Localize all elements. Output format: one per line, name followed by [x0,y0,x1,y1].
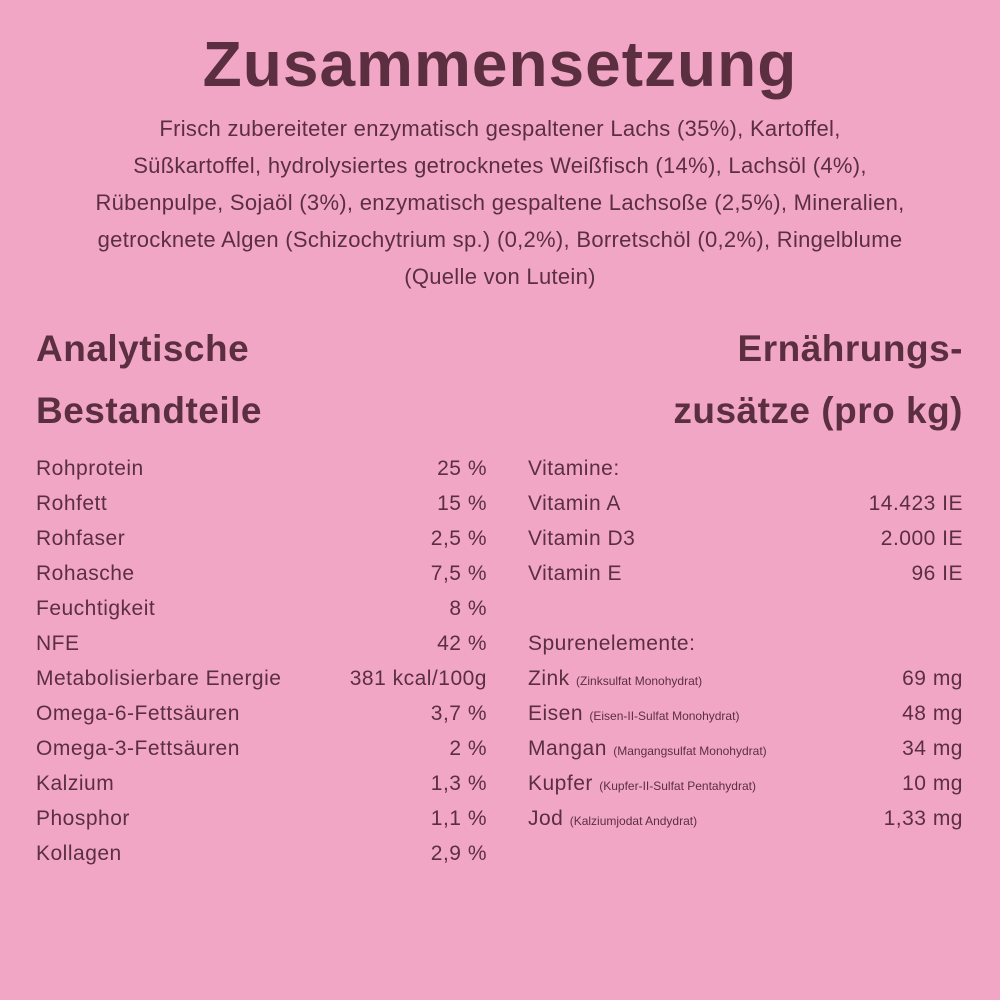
nutrient-value: 1,1 % [430,807,487,830]
composition-line: Süßkartoffel, hydrolysiertes getrocknete… [133,153,867,178]
element-amount: 10 mg [902,772,963,795]
element-line: Kupfer (Kupfer-II-Sulfat Pentahydrat) [528,773,756,794]
element-amount: 48 mg [902,702,963,725]
element-name: Jod [528,807,564,830]
element-line: Mangan (Mangangsulfat Monohydrat) [528,738,767,759]
vitamin-name: Vitamin E [528,562,622,585]
group-heading: Vitamine: [528,457,620,480]
composition-line: getrocknete Algen (Schizochytrium sp.) (… [97,227,903,252]
nutrient-value: 15 % [437,492,487,515]
nutrient-name: Phosphor [36,807,130,830]
nutrient-name: Rohfaser [36,527,126,550]
element-compound: (Mangangsulfat Monohydrat) [613,744,767,758]
element-compound: (Zinksulfat Monohydrat) [576,674,703,688]
nutrient-value: 42 % [437,632,487,655]
nutrient-value: 25 % [437,457,487,480]
element-name: Kupfer [528,772,593,795]
nutrient-name: Feuchtigkeit [36,597,156,620]
section-heading: zusätze (pro kg) [673,390,963,431]
nutrient-name: Rohasche [36,562,135,585]
element-amount: 34 mg [902,737,963,760]
element-line: Eisen (Eisen-II-Sulfat Monohydrat) [528,703,739,724]
composition-line: Rübenpulpe, Sojaöl (3%), enzymatisch ges… [95,190,905,215]
nutrient-value: 1,3 % [430,772,487,795]
nutrient-value: 8 % [449,597,487,620]
vitamin-name: Vitamin A [528,492,621,515]
composition-line: (Quelle von Lutein) [404,264,596,289]
element-amount: 69 mg [902,667,963,690]
nutrient-name: Rohfett [36,492,108,515]
nutrient-name: NFE [36,632,80,655]
nutrient-name: Kalzium [36,772,115,795]
nutrient-name: Metabolisierbare Energie [36,667,282,690]
nutrient-value: 2,5 % [430,527,487,550]
element-amount: 1,33 mg [883,807,963,830]
nutrient-name: Omega-3-Fettsäuren [36,737,240,760]
nutrient-name: Kollagen [36,842,122,865]
vitamin-name: Vitamin D3 [528,527,636,550]
element-line: Jod (Kalziumjodat Andydrat) [528,808,697,829]
nutrient-name: Rohprotein [36,457,144,480]
section-heading: Analytische [36,328,250,369]
nutrient-name: Omega-6-Fettsäuren [36,702,240,725]
element-name: Zink [528,667,570,690]
element-line: Zink (Zinksulfat Monohydrat) [528,668,702,689]
composition-line: Frisch zubereiteter enzymatisch gespalte… [159,116,841,141]
element-compound: (Kalziumjodat Andydrat) [569,814,698,828]
vitamin-amount: 2.000 IE [880,527,963,550]
element-name: Mangan [528,737,607,760]
nutrient-value: 3,7 % [430,702,487,725]
nutrient-value: 7,5 % [430,562,487,585]
group-heading: Spurenelemente: [528,632,696,655]
nutrient-value: 2,9 % [430,842,487,865]
nutrient-value: 381 kcal/100g [349,667,487,690]
vitamin-amount: 96 IE [911,562,963,585]
vitamin-amount: 14.423 IE [868,492,963,515]
section-heading: Ernährungs- [737,328,963,369]
element-compound: (Eisen-II-Sulfat Monohydrat) [589,709,740,723]
element-compound: (Kupfer-II-Sulfat Pentahydrat) [599,779,756,793]
nutrient-value: 2 % [449,737,487,760]
section-heading: Bestandteile [36,390,263,431]
element-name: Eisen [528,702,584,725]
title: Zusammensetzung [202,28,798,100]
